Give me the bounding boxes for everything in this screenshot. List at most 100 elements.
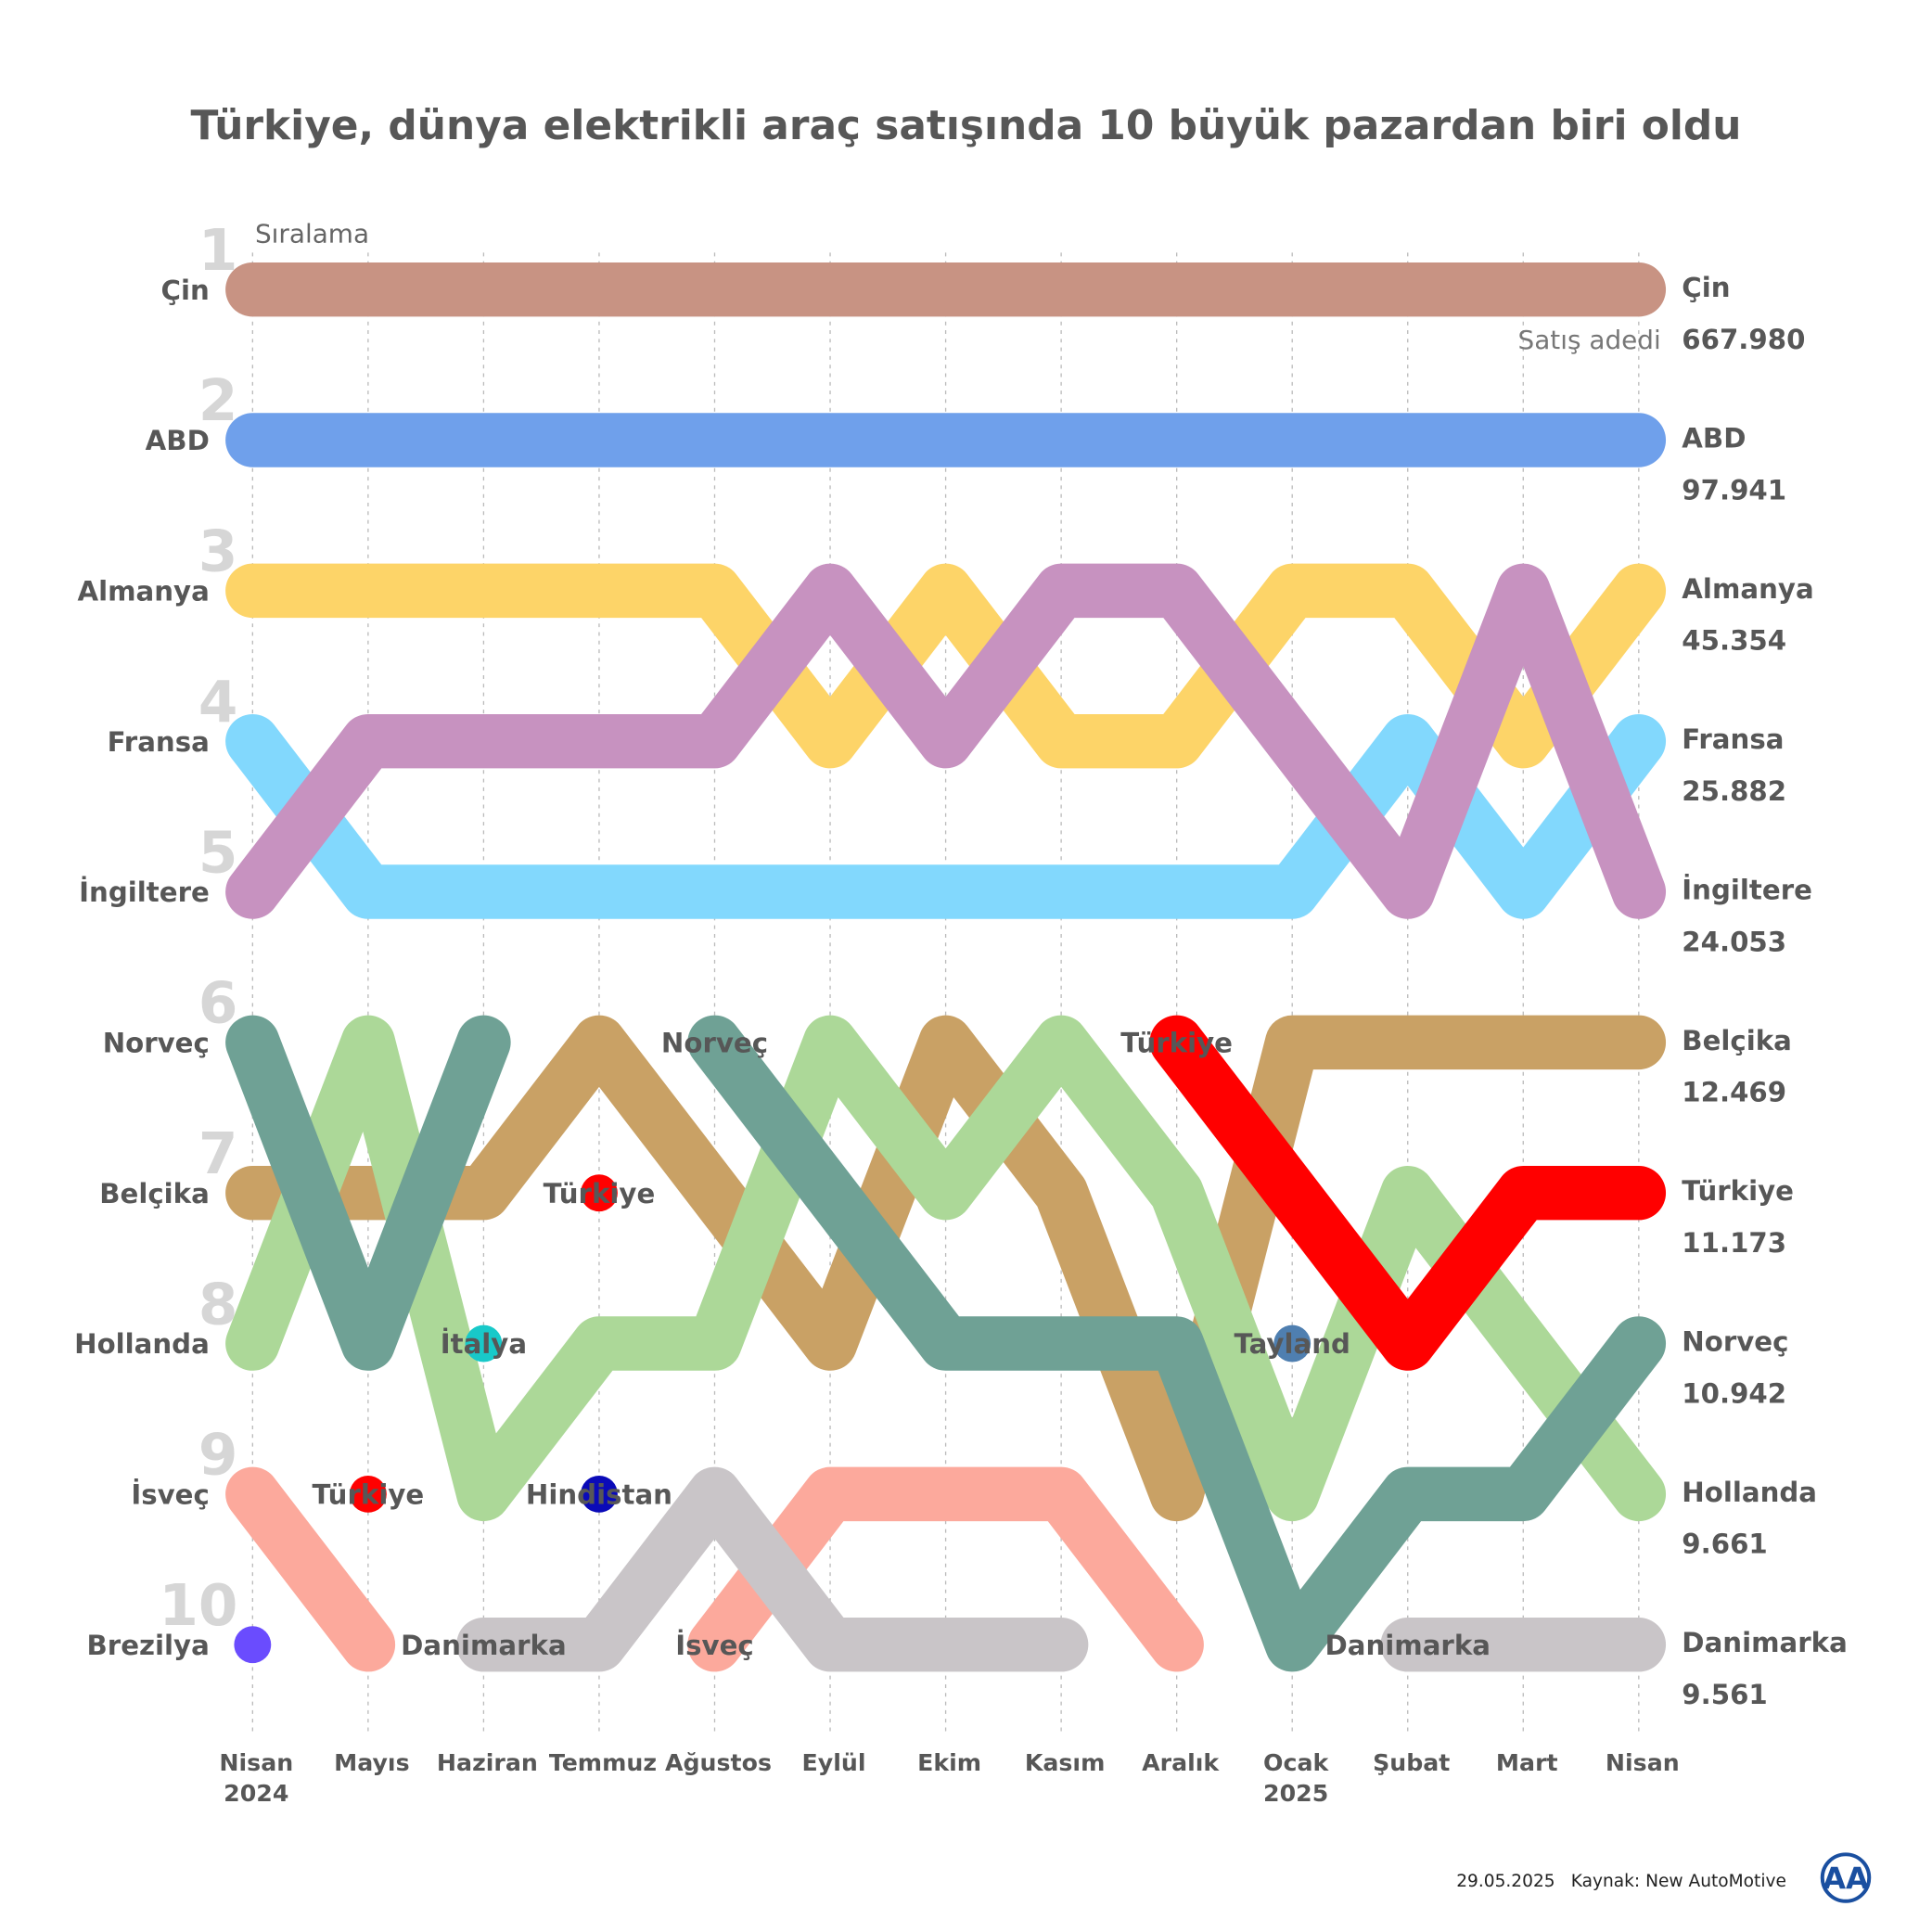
final-value: 45.354 (1682, 625, 1786, 657)
rank-number: 2 (198, 368, 238, 434)
point-label: Türkiye (313, 1478, 425, 1510)
x-tick-label: Mayıs (334, 1749, 409, 1776)
data-point (349, 1475, 387, 1513)
data-point (581, 1475, 618, 1513)
svg-text:AA: AA (1823, 1862, 1869, 1897)
data-point (465, 1324, 503, 1363)
x-tick-label: Ekim (917, 1749, 981, 1776)
footer-date: 29.05.2025 (1456, 1872, 1555, 1891)
series-line (687, 1466, 1204, 1672)
right-label: Çin (1682, 272, 1730, 303)
right-label: Hollanda (1682, 1477, 1817, 1508)
series-line (456, 1466, 1089, 1672)
final-value: 10.942 (1682, 1377, 1786, 1409)
rank-number: 10 (159, 1573, 237, 1639)
point-label: Tayland (1234, 1328, 1350, 1360)
final-value: 667.980 (1682, 324, 1805, 355)
x-tick-label: Mart (1496, 1749, 1558, 1776)
series-start-label: Danimarka (1324, 1630, 1491, 1661)
left-label: Almanya (77, 575, 209, 607)
right-label: Danimarka (1682, 1627, 1848, 1658)
final-value: 9.661 (1682, 1529, 1767, 1560)
series-start-label: Norveç (661, 1027, 768, 1058)
series-line (225, 1466, 396, 1672)
series-Belçika (225, 1015, 1667, 1522)
right-label: Fransa (1682, 723, 1784, 755)
right-label: Türkiye (1682, 1175, 1794, 1207)
series-line (225, 563, 1667, 769)
left-label: ABD (146, 425, 210, 456)
series-Tayland (1273, 1324, 1311, 1363)
left-label: İngiltere (79, 876, 210, 908)
point-label: Hindistan (526, 1478, 672, 1510)
x-tick-label: Şubat (1373, 1749, 1450, 1776)
series-line (225, 1015, 1667, 1522)
y-axis-label: Sıralama (255, 219, 369, 249)
series-İngiltere (225, 563, 1667, 919)
series-start-label: İsveç (675, 1630, 753, 1661)
final-value: 9.561 (1682, 1679, 1767, 1710)
final-value: 25.882 (1682, 775, 1786, 807)
x-tick-label: Kasım (1025, 1749, 1106, 1776)
footer-source: Kaynak: New AutoMotive (1571, 1872, 1786, 1891)
x-tick-label: Haziran (437, 1749, 538, 1776)
left-label: Çin (161, 275, 210, 306)
x-tick-label: Ağustos (665, 1749, 772, 1776)
point-label: Türkiye (544, 1178, 656, 1209)
right-label: ABD (1682, 422, 1746, 454)
series-Fransa (225, 713, 1667, 919)
data-point (581, 1174, 618, 1212)
series-line (225, 1015, 511, 1371)
right-label: İngiltere (1682, 874, 1812, 905)
left-label: Belçika (99, 1178, 210, 1209)
data-point (1273, 1324, 1311, 1363)
final-value: 11.173 (1682, 1227, 1786, 1259)
x-tick-label: Nisan (1606, 1749, 1680, 1776)
left-label: Norveç (103, 1027, 210, 1058)
rank-number: 1 (198, 218, 238, 284)
series-Türkiye (349, 1015, 1667, 1513)
value-label: Satış adedi (1518, 325, 1661, 355)
series-İsveç (225, 1466, 1204, 1672)
left-label: İsveç (131, 1478, 209, 1510)
series-line (225, 1015, 1667, 1522)
right-label: Norveç (1682, 1326, 1788, 1358)
aa-logo: AA (1820, 1852, 1872, 1903)
point-label: İtalya (441, 1328, 527, 1360)
series-start-label: Danimarka (401, 1630, 567, 1661)
final-value: 12.469 (1682, 1077, 1786, 1108)
left-label: Hollanda (74, 1328, 210, 1360)
left-label: Brezilya (87, 1630, 210, 1661)
final-value: 24.053 (1682, 926, 1786, 957)
series-Norveç (225, 1015, 1667, 1672)
x-tick-label: Eylül (802, 1749, 866, 1776)
right-label: Almanya (1682, 573, 1813, 605)
series-İtalya (465, 1324, 503, 1363)
rank-number: 4 (198, 670, 238, 736)
rank-number: 5 (198, 820, 238, 886)
rank-number: 6 (198, 971, 238, 1037)
rank-number: 3 (198, 519, 238, 585)
series-line (225, 713, 1667, 919)
final-value: 97.941 (1682, 474, 1786, 505)
chart-title: Türkiye, dünya elektrikli araç satışında… (191, 102, 1742, 149)
series-Hindistan (581, 1475, 618, 1513)
rank-number: 7 (198, 1121, 238, 1187)
series-line (687, 1015, 1667, 1672)
rank-number: 9 (198, 1423, 238, 1489)
left-label: Fransa (108, 726, 210, 758)
series-Almanya (225, 563, 1667, 769)
series-Hollanda (225, 1015, 1667, 1522)
series-Danimarka (456, 1466, 1667, 1672)
x-tick-label: Nisan 2024 (219, 1749, 293, 1807)
series-Brezilya (234, 1626, 272, 1664)
series-line (1149, 1015, 1667, 1371)
x-tick-label: Ocak 2025 (1263, 1749, 1329, 1807)
data-point (234, 1626, 272, 1664)
x-tick-label: Temmuz (549, 1749, 657, 1776)
right-label: Belçika (1682, 1025, 1792, 1056)
series-start-label: Türkiye (1120, 1027, 1233, 1058)
series-line (225, 563, 1667, 919)
x-tick-label: Aralık (1142, 1749, 1220, 1776)
